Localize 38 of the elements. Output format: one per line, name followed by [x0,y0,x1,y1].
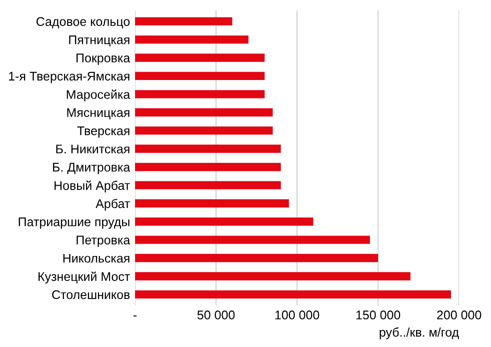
y-tick-label: Садовое кольцо [36,17,130,28]
bar [135,236,370,244]
x-tick-label: 150 000 [356,310,400,320]
bar [135,72,265,80]
bar [135,199,289,208]
bar [135,272,410,280]
bar [135,17,232,26]
y-tick-label: Покровка [76,54,130,65]
y-tick-label: Маросейка [66,90,130,102]
bar [135,35,248,44]
y-tick-label: Пятницкая [69,35,130,47]
y-tick-label: 1-я Тверская-Ямская [9,72,130,84]
x-axis-title: руб../кв. м/год [380,327,459,340]
y-tick-label: Б. Никитская [56,144,130,154]
y-tick-label: Арбат [96,198,130,211]
bar [135,218,314,226]
bar [135,290,451,299]
bar [135,108,273,116]
bar [135,254,378,262]
x-tick-label: 200 000 [437,310,482,320]
y-tick-label: Б. Дмитровка [53,162,130,174]
y-tick-label: Столешников [52,290,130,300]
bar [135,162,281,172]
x-tick-label: 50 000 [197,310,235,320]
bar [135,144,281,153]
y-tick-label: Кузнецкий Мост [38,272,130,284]
y-tick-label: Петровка [76,236,130,247]
bar [135,126,273,135]
y-tick-label: Тверская [77,126,130,138]
bar [135,181,281,190]
y-tick-label: Патриаршие пруды [18,218,130,229]
bar [135,90,265,98]
y-tick-label: Мясницкая [67,108,130,120]
y-tick-label: Никольская [63,254,130,263]
x-tick-label: - [134,315,137,316]
y-tick-label: Новый Арбат [54,180,130,192]
x-tick-label: 100 000 [275,310,320,320]
bar [135,54,265,62]
